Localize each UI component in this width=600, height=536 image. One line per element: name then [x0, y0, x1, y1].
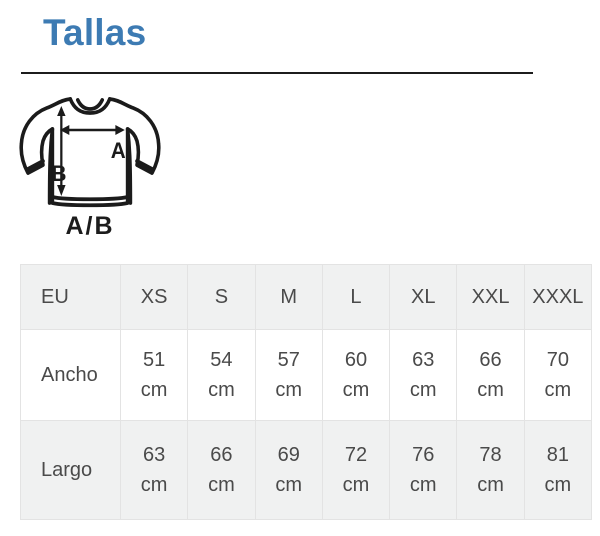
svg-text:B: B: [52, 161, 67, 186]
svg-text:A: A: [111, 138, 126, 163]
